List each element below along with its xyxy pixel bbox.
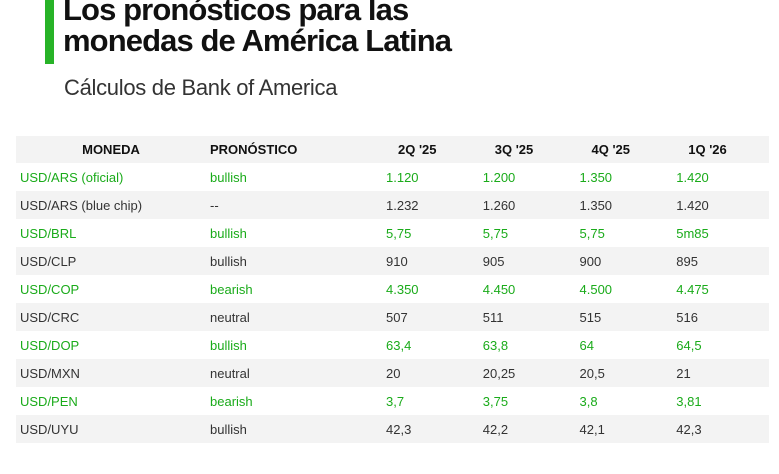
column-header-4q25: 4Q '25	[575, 136, 673, 163]
cell-3q25: 63,8	[482, 337, 509, 353]
cell-moneda: USD/CLP	[16, 247, 206, 275]
column-header-1q26: 1Q '26	[672, 136, 769, 163]
cell-moneda: USD/COP	[20, 281, 80, 297]
cell-pronostico: --	[206, 191, 382, 219]
cell-4q25: 5,75	[579, 225, 605, 241]
cell-3q25: 511	[478, 303, 576, 331]
cell-pronostico: bullish	[210, 337, 247, 353]
cell-moneda: USD/BRL	[20, 225, 77, 241]
cell-1q26: 42,3	[672, 415, 769, 443]
cell-moneda: USD/ARS (blue chip)	[16, 191, 206, 219]
cell-1q26: 64,5	[676, 337, 702, 353]
cell-1q26: 4.475	[676, 281, 709, 297]
cell-3q25: 1.200	[482, 169, 516, 185]
cell-4q25: 42,1	[575, 415, 673, 443]
cell-pronostico: bullish	[210, 169, 247, 185]
cell-pronostico: bullish	[206, 247, 382, 275]
cell-3q25: 3,75	[482, 393, 509, 409]
cell-1q26: 1.420	[672, 191, 769, 219]
cell-4q25: 64	[579, 337, 594, 353]
table-row: USD/ARS (blue chip) -- 1.232 1.260 1.350 1.42…	[16, 191, 769, 219]
cell-4q25: 900	[575, 247, 673, 275]
cell-2q25: 1.232	[382, 191, 479, 219]
forecast-table: MONEDA PRONÓSTICO 2Q '25 3Q '25 4Q '25 1…	[16, 136, 769, 443]
cell-3q25: 1.260	[478, 191, 576, 219]
cell-moneda: USD/ARS (oficial)	[20, 169, 124, 185]
cell-moneda: USD/PEN	[20, 393, 78, 409]
cell-1q26: 5m85	[676, 225, 709, 241]
cell-4q25: 515	[575, 303, 673, 331]
column-header-pronostico: PRONÓSTICO	[206, 136, 382, 163]
cell-pronostico: bullish	[210, 225, 247, 241]
title-line-1: Los pronósticos para las	[63, 0, 409, 27]
cell-3q25: 20,25	[478, 359, 576, 387]
column-header-moneda: MONEDA	[16, 136, 206, 163]
cell-1q26: 3,81	[676, 393, 702, 409]
table-row: USD/ARS (oficial) bullish 1.120 1.200 1.350 1…	[16, 163, 769, 191]
cell-moneda: USD/DOP	[20, 337, 80, 353]
cell-1q26: 21	[672, 359, 769, 387]
cell-2q25: 63,4	[386, 337, 412, 353]
cell-3q25: 905	[478, 247, 576, 275]
table-header-row: MONEDA PRONÓSTICO 2Q '25 3Q '25 4Q '25 1…	[16, 136, 769, 163]
cell-pronostico: bearish	[210, 281, 253, 297]
cell-2q25: 4.350	[386, 281, 419, 297]
table-row: USD/MXN neutral 20 20,25 20,5 21	[16, 359, 769, 387]
table-row: USD/COP bearish 4.350 4.450 4.500 4.475	[16, 275, 769, 303]
cell-2q25: 910	[382, 247, 479, 275]
cell-2q25: 3,7	[386, 393, 405, 409]
cell-2q25: 20	[382, 359, 479, 387]
cell-pronostico: bearish	[210, 393, 253, 409]
cell-pronostico: bullish	[206, 415, 382, 443]
cell-4q25: 3,8	[579, 393, 598, 409]
cell-moneda: USD/UYU	[16, 415, 206, 443]
cell-2q25: 507	[382, 303, 479, 331]
cell-2q25: 1.120	[386, 169, 419, 185]
column-header-2q25: 2Q '25	[382, 136, 479, 163]
table-row: USD/CLP bullish 910 905 900 895	[16, 247, 769, 275]
accent-bar	[45, 0, 54, 64]
cell-4q25: 20,5	[575, 359, 673, 387]
table-row: USD/PEN bearish 3,7 3,75 3,8 3,81	[16, 387, 769, 415]
cell-1q26: 1.420	[676, 169, 709, 185]
cell-moneda: USD/MXN	[16, 359, 206, 387]
cell-1q26: 516	[672, 303, 769, 331]
cell-4q25: 1.350	[575, 191, 673, 219]
table-row: USD/DOP bullish 63,4 63,8 64 64,5	[16, 331, 769, 359]
cell-2q25: 5,75	[386, 225, 412, 241]
table-body: USD/ARS (oficial) bullish 1.120 1.200 1.350 1…	[16, 163, 769, 443]
table-row: USD/BRL bullish 5,75 5,75 5,75 5m85	[16, 219, 769, 247]
cell-pronostico: neutral	[206, 303, 382, 331]
cell-3q25: 5,75	[482, 225, 509, 241]
cell-3q25: 4.450	[482, 281, 516, 297]
cell-moneda: USD/CRC	[16, 303, 206, 331]
table-row: USD/CRC neutral 507 511 515 516	[16, 303, 769, 331]
title-line-2: monedas de América Latina	[63, 23, 452, 58]
cell-3q25: 42,2	[478, 415, 576, 443]
cell-4q25: 4.500	[579, 281, 613, 297]
cell-1q26: 895	[672, 247, 769, 275]
cell-pronostico: neutral	[206, 359, 382, 387]
table-row: USD/UYU bullish 42,3 42,2 42,1 42,3	[16, 415, 769, 443]
cell-4q25: 1.350	[579, 169, 613, 185]
cell-2q25: 42,3	[382, 415, 479, 443]
subtitle: Cálculos de Bank of America	[64, 75, 338, 100]
page-title: Los pronósticos para las monedas de Amér…	[63, 0, 763, 56]
column-header-3q25: 3Q '25	[478, 136, 576, 163]
